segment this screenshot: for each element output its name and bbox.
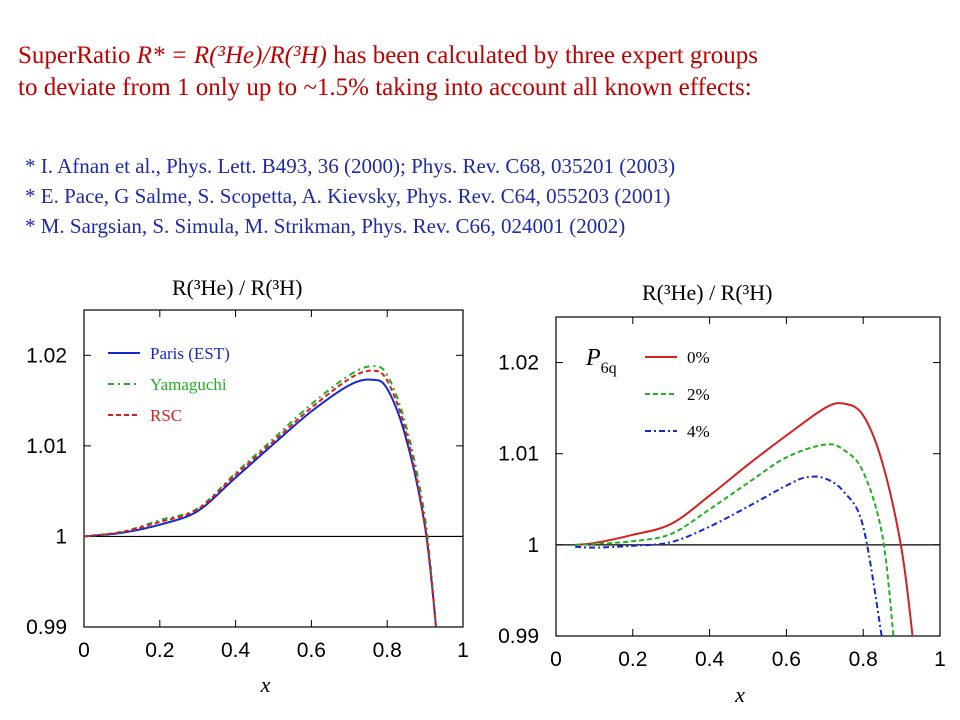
legend-label: Yamaguchi — [150, 375, 227, 394]
chart-panel-2: 0.99 1 1.01 1.02 0 0.2 0.4 0.6 0.8 1 R(³He) / R(³H… — [498, 280, 946, 707]
y-tick-label: 1.02 — [498, 352, 539, 375]
header-prefix: SuperRatio — [18, 42, 137, 69]
legend-label: Paris (EST) — [150, 344, 230, 363]
y-tick-label: 1.02 — [26, 344, 67, 367]
series-line — [575, 475, 883, 636]
y-tick-label: 1.01 — [26, 435, 67, 458]
x-tick-label: 0.4 — [221, 639, 251, 662]
legend-label: 0% — [687, 348, 710, 367]
reference-item: * I. Afnan et al., Phys. Lett. B493, 36 … — [25, 154, 676, 178]
series-line — [84, 365, 438, 627]
plot-area — [575, 402, 914, 636]
x-tick-label: 0.8 — [373, 639, 402, 662]
series-line — [84, 369, 438, 627]
legend-label: 4% — [687, 422, 710, 441]
chart-panel-1: 0.99 1 1.01 1.02 0 0.2 0.4 0.6 0.8 1 R(³He) / R(³H… — [26, 275, 469, 697]
y-tick-label: 1 — [55, 525, 67, 548]
y-tick-label: 0.99 — [498, 625, 539, 648]
x-tick-label: 1 — [934, 648, 946, 671]
header-formula: R* = R(³He)/R(³H) — [136, 42, 327, 69]
plot-area — [84, 365, 438, 627]
header-line-2: to deviate from 1 only up to ~1.5% takin… — [18, 74, 752, 101]
y-tick-label: 1 — [527, 534, 539, 557]
y-tick-label: 0.99 — [26, 616, 67, 639]
reference-item: * E. Pace, G Salme, S. Scopetta, A. Kiev… — [25, 184, 671, 208]
x-tick-label: 0.4 — [695, 648, 725, 671]
x-tick-label: 0.2 — [145, 639, 174, 662]
reference-item: * M. Sargsian, S. Simula, M. Strikman, P… — [25, 214, 626, 238]
x-tick-label: 0.2 — [618, 648, 647, 671]
x-axis-label: x — [734, 682, 745, 707]
series-line — [575, 402, 914, 636]
header-text: SuperRatio R* = R(³He)/R(³H) has been ca… — [18, 40, 948, 104]
x-tick-label: 0.8 — [849, 648, 878, 671]
chart-title: R(³He) / R(³H) — [642, 280, 773, 305]
legend-title: P6q — [585, 345, 617, 377]
reference-list: * I. Afnan et al., Phys. Lett. B493, 36 … — [25, 151, 675, 241]
legend-label: 2% — [687, 385, 710, 404]
legend-label: RSC — [150, 406, 182, 425]
chart-title: R(³He) / R(³H) — [172, 275, 303, 300]
y-tick-label: 1.01 — [498, 443, 539, 466]
x-axis-label: x — [260, 672, 271, 697]
series-line — [575, 443, 895, 636]
series-line — [84, 378, 438, 627]
x-tick-label: 0 — [550, 648, 562, 671]
header-line-1: SuperRatio R* = R(³He)/R(³H) has been ca… — [18, 40, 948, 72]
plot-frame — [83, 309, 464, 628]
x-tick-label: 0 — [78, 639, 90, 662]
plot-frame — [555, 316, 941, 637]
x-tick-label: 0.6 — [772, 648, 801, 671]
x-tick-label: 0.6 — [297, 639, 326, 662]
x-tick-label: 1 — [457, 639, 469, 662]
header-suffix: has been calculated by three expert grou… — [326, 42, 758, 69]
